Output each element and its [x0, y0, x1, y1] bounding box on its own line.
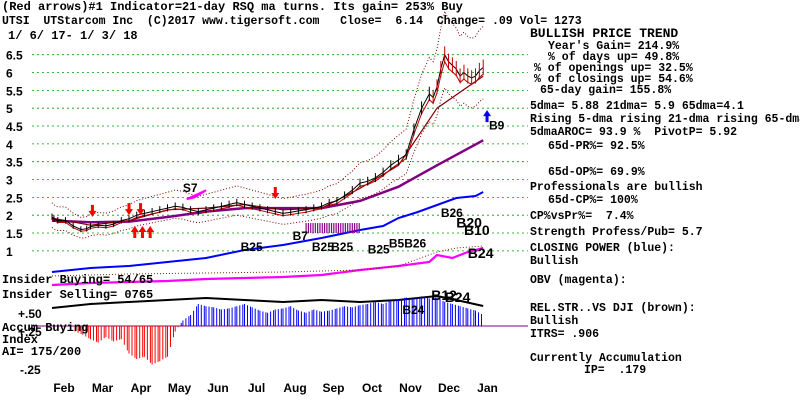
- itrs: ITRS= .906: [530, 328, 600, 341]
- signal-label: B10: [464, 222, 490, 238]
- accumulation-index-bars: [32, 296, 528, 365]
- month-label: Sep: [322, 381, 344, 395]
- openings-up: % of openings up= 32.5%: [534, 62, 693, 75]
- closings-up: % of closings up= 54.6%: [534, 73, 693, 86]
- accum-index-label: Index: [2, 333, 39, 347]
- price-tick-label: 2: [6, 209, 13, 223]
- closing-power-line: [51, 191, 484, 273]
- cp-65: 65d-CP%= 100%: [548, 194, 638, 207]
- signal-label: B25: [312, 240, 334, 254]
- closing-power-label: CLOSING POWER (blue):: [530, 242, 675, 255]
- signal-label: B7: [293, 229, 309, 243]
- signal-markers: [88, 110, 492, 239]
- signal-label: B24: [402, 303, 424, 317]
- month-label: Feb: [53, 381, 74, 395]
- ma5-line: [51, 60, 484, 232]
- price-plot: [51, 46, 484, 233]
- trend-title: BULLISH PRICE TREND: [530, 26, 679, 41]
- signal-label: B9: [489, 119, 505, 133]
- month-label: May: [168, 381, 192, 395]
- month-label: Apr: [131, 381, 152, 395]
- rising-dma: Rising 5-dma rising 21-dma rising 65-dma: [530, 113, 800, 126]
- dma-aroc: 5dmaAROC= 93.9 % PivotP= 5.92: [530, 126, 738, 139]
- accum-tick-label: +.50: [18, 307, 42, 321]
- black-index-line: [51, 294, 484, 309]
- sell-arrow-icon: [136, 203, 145, 216]
- price-tick-label: 2.5: [6, 191, 23, 205]
- sell-arrow-icon: [271, 187, 280, 200]
- signal-label: B20: [456, 215, 482, 231]
- price-tick-label: 4.5: [6, 120, 23, 134]
- buy-arrow-icon: [130, 226, 139, 239]
- gain-65: 65-day gain= 155.8%: [540, 84, 672, 97]
- relstr-label: REL.STR..VS DJI (brown):: [530, 302, 696, 315]
- month-label: Jun: [207, 381, 228, 395]
- indicator-title: (Red arrows)#1 Indicator=21-day RSQ ma t…: [2, 0, 463, 14]
- price-tick-label: 5.5: [6, 84, 23, 98]
- signal-label: S7: [183, 181, 198, 195]
- years-gain: Year's Gain= 214.9%: [548, 40, 680, 53]
- date-range: 1/ 6/ 17- 1/ 3/ 18: [8, 29, 138, 43]
- obv-line: [51, 246, 484, 287]
- signal-label: B5B26: [389, 236, 427, 250]
- strength: Strength Profess/Pub= 5.7: [530, 226, 703, 239]
- closing-power-value: Bullish: [530, 255, 579, 268]
- sell-arrow-icon: [125, 203, 133, 216]
- signal-label: B24: [445, 289, 471, 305]
- signal-label: B25: [368, 242, 390, 256]
- magenta-signal-icon: [186, 189, 207, 201]
- month-axis-labels: Feb Mar Apr May Jun Jul Aug Sep Oct Nov Dec Jan: [53, 381, 498, 395]
- signal-label: B25: [331, 240, 353, 254]
- sell-arrow-icon: [88, 204, 97, 217]
- price-tick-label: 4: [6, 138, 13, 152]
- month-label: Nov: [399, 381, 422, 395]
- signal-label: B12: [431, 287, 457, 303]
- insider-selling-label: Insider Selling= 0765: [2, 288, 154, 302]
- accumulation-status: Currently Accumulation: [530, 352, 682, 365]
- price-tick-label: 3.5: [6, 156, 23, 170]
- price-tick-label: 6: [6, 67, 13, 81]
- op-65: 65d-OP%= 69.9%: [548, 166, 645, 179]
- month-label: Aug: [283, 381, 306, 395]
- days-up: % of days up= 49.8%: [548, 51, 680, 64]
- ticker-line: UTSI UTStarcom Inc (C)2017 www.tigersoft…: [2, 15, 582, 28]
- ai-label: AI= 175/200: [2, 345, 82, 359]
- blue-buy-arrow-icon: [483, 110, 492, 123]
- upper-band: [51, 9, 484, 218]
- month-label: Jul: [248, 381, 265, 395]
- indicator-lines: [51, 9, 484, 309]
- pr-65: 65d-PR%= 92.5%: [548, 140, 645, 153]
- signal-label: B25: [241, 240, 263, 254]
- price-tick-label: 6.5: [6, 49, 23, 63]
- month-label: Oct: [362, 381, 382, 395]
- signal-label: B24: [468, 245, 494, 261]
- price-tick-label: 5: [6, 102, 13, 116]
- relstr-value: Bullish: [530, 315, 579, 328]
- cp-vs-pr: CP%vsPr%= 7.4%: [530, 210, 634, 223]
- price-axis-labels: 6.5 6 5.5 5 4.5 4 3.5 3 2.5 2 1.5 1 +.50 +.25 -.25: [6, 49, 42, 377]
- accum-tick-label: +.25: [18, 325, 42, 339]
- price-tick-label: 1.5: [6, 227, 23, 241]
- insider-buying-label: Insider Buying= 54/65: [2, 273, 154, 287]
- price-tick-label: 1: [6, 245, 13, 259]
- obv-label: OBV (magenta):: [530, 274, 627, 287]
- month-label: Dec: [438, 381, 460, 395]
- relstr-line: [51, 245, 484, 277]
- month-label: Jan: [477, 381, 498, 395]
- signal-label: B26: [441, 206, 463, 220]
- accum-tick-label: -.25: [20, 363, 41, 377]
- ip-value: IP= .179: [584, 364, 647, 377]
- professionals: Professionals are bullish: [530, 181, 703, 194]
- dma-values: 5dma= 5.88 21dma= 5.9 65dma=4.1: [530, 100, 744, 113]
- month-label: Mar: [92, 381, 114, 395]
- price-line: [51, 53, 484, 231]
- buy-arrow-icon: [146, 226, 155, 239]
- buy-arrow-icon: [138, 226, 147, 239]
- accum-label: Accum Buying: [2, 321, 89, 335]
- price-tick-label: 3: [6, 174, 13, 188]
